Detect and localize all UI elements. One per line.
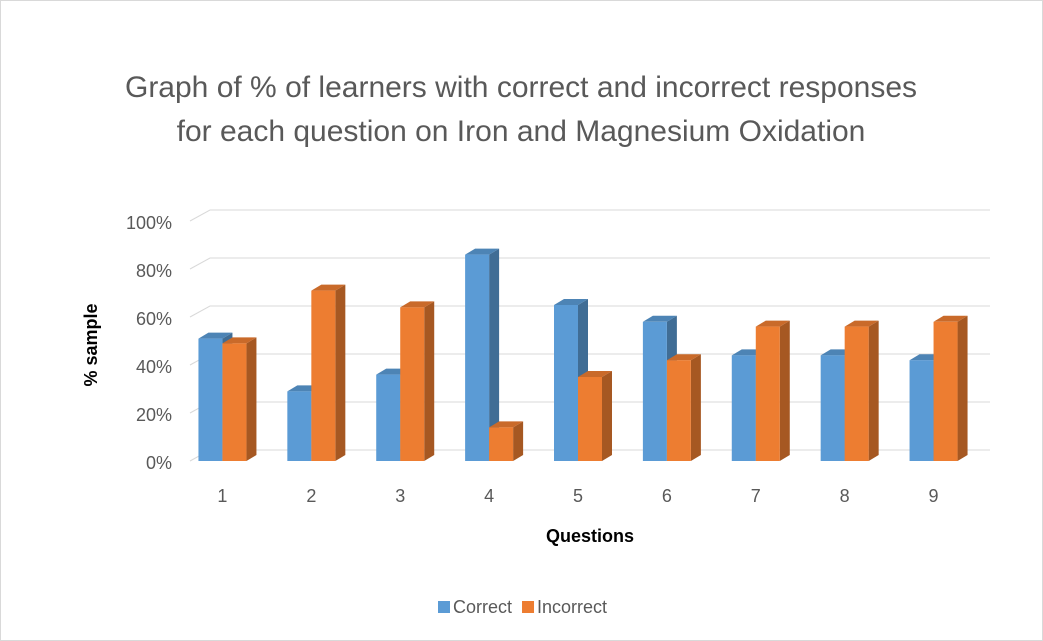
bar xyxy=(489,427,514,461)
bar xyxy=(400,307,425,461)
bar-side xyxy=(513,421,524,461)
bar xyxy=(465,254,490,461)
bar-side xyxy=(779,320,790,461)
bar-top xyxy=(400,301,435,308)
legend-label: Correct xyxy=(453,597,512,617)
bar xyxy=(731,355,756,461)
legend-label: Incorrect xyxy=(537,597,607,617)
x-tick-label: 6 xyxy=(662,486,672,506)
bar xyxy=(642,321,667,461)
grid-line xyxy=(189,305,990,318)
bar-top xyxy=(755,320,790,327)
bar-top xyxy=(489,421,524,428)
bar-top xyxy=(198,332,233,339)
x-tick-label: 9 xyxy=(929,486,939,506)
bar xyxy=(909,360,934,461)
bar-side xyxy=(690,354,701,461)
bar-top xyxy=(554,299,588,305)
x-tick-label: 3 xyxy=(395,486,405,506)
bar xyxy=(666,360,691,461)
x-tick-label: 1 xyxy=(217,486,227,506)
x-tick-label: 5 xyxy=(573,486,583,506)
bar xyxy=(222,343,247,461)
y-tick-label: 20% xyxy=(136,405,172,425)
bar xyxy=(554,305,578,461)
bar-top xyxy=(311,284,346,291)
bar-side xyxy=(424,301,435,461)
legend-swatch xyxy=(522,601,535,613)
bar xyxy=(820,355,845,461)
bar xyxy=(376,374,401,461)
bar xyxy=(198,338,223,461)
y-tick-label: 0% xyxy=(146,453,172,473)
bar-top xyxy=(666,354,701,361)
bar-top xyxy=(578,371,612,377)
bar xyxy=(933,321,958,461)
x-tick-label: 4 xyxy=(484,486,494,506)
grid-line xyxy=(189,209,990,222)
bar-side xyxy=(335,284,346,461)
legend-swatch xyxy=(438,601,450,613)
bar xyxy=(755,326,780,461)
x-tick-label: 2 xyxy=(306,486,316,506)
bar-top xyxy=(933,315,968,322)
bar-side xyxy=(246,337,257,461)
bar-top xyxy=(844,320,879,327)
bar-side xyxy=(602,371,612,461)
x-tick-label: 7 xyxy=(751,486,761,506)
x-tick-label: 8 xyxy=(840,486,850,506)
bar-top xyxy=(222,337,257,344)
bar-side xyxy=(489,248,500,461)
chart-title: Graph of % of learners with correct and … xyxy=(124,71,918,148)
y-tick-label: 80% xyxy=(136,261,172,281)
bar xyxy=(844,326,869,461)
bar xyxy=(287,391,312,461)
bar xyxy=(311,290,336,461)
y-tick-label: 60% xyxy=(136,309,172,329)
bar-side xyxy=(868,320,879,461)
bar-top xyxy=(642,315,677,322)
x-axis-title: Questions xyxy=(546,526,634,546)
y-tick-label: 100% xyxy=(126,213,172,233)
bar-side xyxy=(957,315,968,461)
grid-line xyxy=(189,257,990,270)
y-axis-title: % sample xyxy=(81,303,101,386)
bar-top xyxy=(465,248,500,255)
bar xyxy=(578,377,602,461)
y-tick-label: 40% xyxy=(136,357,172,377)
